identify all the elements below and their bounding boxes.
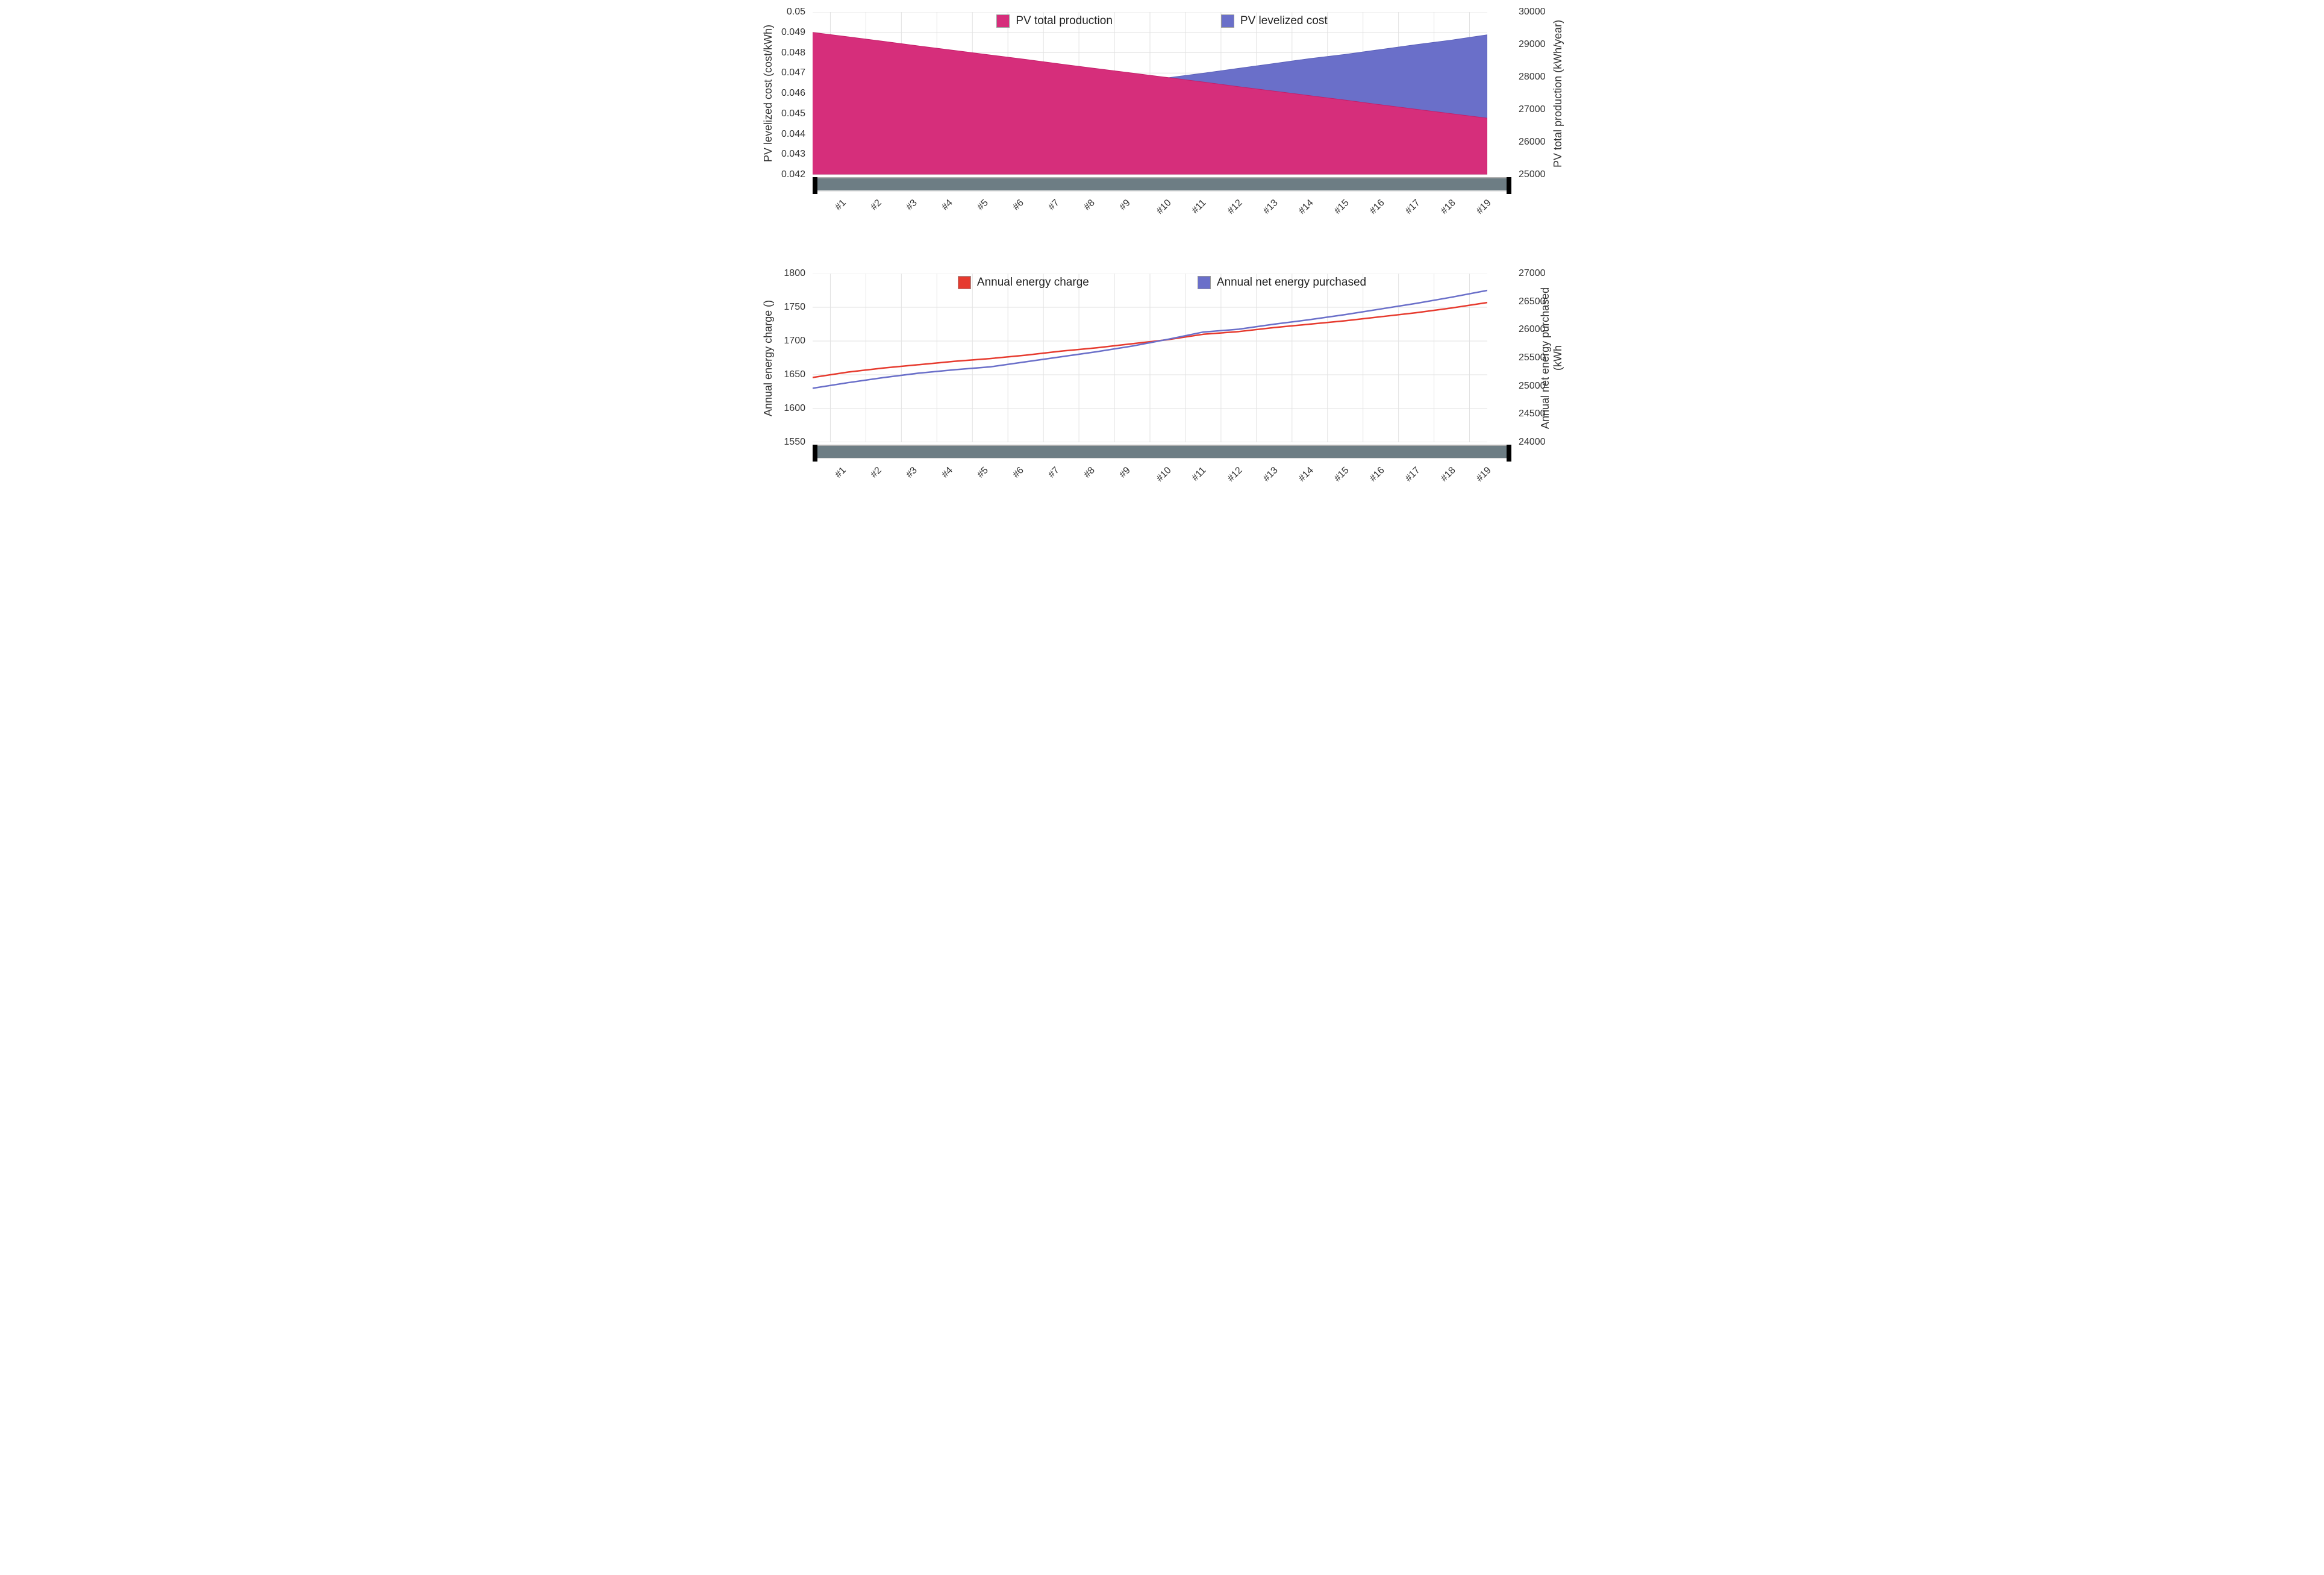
x-tick: #6 — [1011, 198, 1026, 213]
x-tick: #17 — [1403, 465, 1422, 484]
x-tick: #6 — [1011, 465, 1026, 480]
chart2-legend-item-1: Annual net energy purchased — [1198, 276, 1366, 289]
chart2-range-slider[interactable] — [813, 445, 1511, 459]
x-tick: #14 — [1297, 465, 1316, 484]
x-tick: #2 — [869, 465, 884, 480]
y-right-tick: 28000 — [1519, 72, 1546, 83]
chart1-y-right-label: PV total production (kWh/year) — [1552, 15, 1564, 172]
y-left-tick: 0.043 — [781, 149, 805, 160]
chart2-block: Annual energy charge Annual net energy p… — [758, 274, 1566, 493]
chart2-plot-svg — [813, 274, 1487, 442]
chart2-x-ticks: #1 #2 #3 #4 #5 #6 #7 #8 #9 #10 #11 #12 #13 #14 #15 #16 #… — [813, 463, 1487, 493]
x-tick: #15 — [1332, 465, 1352, 484]
x-tick: #12 — [1226, 198, 1245, 217]
chart1-legend-item-0: PV total production — [996, 14, 1113, 28]
x-tick: #8 — [1082, 198, 1097, 213]
y-left-tick: 1650 — [784, 369, 805, 380]
chart1-x-ticks: #1 #2 #3 #4 #5 #6 #7 #8 #9 #10 #11 #12 #13 #14 #15 #16 #… — [813, 195, 1487, 225]
chart1-legend-label-0: PV total production — [1016, 14, 1113, 28]
x-tick: #14 — [1297, 198, 1316, 217]
x-tick: #4 — [940, 465, 955, 480]
x-tick: #3 — [905, 465, 920, 480]
x-tick: #18 — [1438, 465, 1458, 484]
y-left-tick: 1750 — [784, 302, 805, 313]
chart2-legend-label-1: Annual net energy purchased — [1217, 276, 1366, 289]
x-tick: #5 — [975, 198, 990, 213]
chart2-slider-handle-right[interactable] — [1507, 445, 1511, 462]
chart1-plot-wrap: 0.0420.0430.0440.0450.0460.0470.0480.049… — [813, 12, 1511, 225]
x-tick: #10 — [1155, 198, 1174, 217]
x-tick: #9 — [1117, 198, 1132, 213]
y-left-tick: 1700 — [784, 336, 805, 346]
y-right-tick: 25000 — [1519, 169, 1546, 180]
y-right-tick: 26000 — [1519, 324, 1546, 335]
chart2-legend-swatch-1 — [1198, 276, 1211, 289]
x-tick: #10 — [1155, 465, 1174, 484]
y-right-tick: 25000 — [1519, 381, 1546, 392]
x-tick: #16 — [1367, 465, 1387, 484]
x-tick: #1 — [834, 198, 849, 213]
chart1-slider-handle-right[interactable] — [1507, 177, 1511, 194]
y-left-tick: 0.049 — [781, 27, 805, 38]
chart2-y-left-label: Annual energy charge () — [762, 286, 775, 430]
chart1-block: PV total production PV levelized cost PV… — [758, 12, 1566, 225]
x-tick: #2 — [869, 198, 884, 213]
chart1-legend: PV total production PV levelized cost — [758, 14, 1566, 28]
chart2-slider-handle-left[interactable] — [813, 445, 817, 462]
x-tick: #13 — [1261, 465, 1281, 484]
chart1-plot-svg — [813, 12, 1487, 175]
x-tick: #8 — [1082, 465, 1097, 480]
chart2-legend-item-0: Annual energy charge — [958, 276, 1089, 289]
x-tick: #16 — [1367, 198, 1387, 217]
x-tick: #9 — [1117, 465, 1132, 480]
y-left-tick: 1600 — [784, 403, 805, 414]
y-right-tick: 27000 — [1519, 104, 1546, 115]
y-left-tick: 0.045 — [781, 108, 805, 119]
y-left-tick: 0.042 — [781, 169, 805, 180]
x-tick: #17 — [1403, 198, 1422, 217]
y-right-tick: 26000 — [1519, 137, 1546, 148]
chart2-legend-swatch-0 — [958, 276, 971, 289]
chart1-y-left-label: PV levelized cost (cost/kWh) — [762, 21, 775, 166]
y-right-tick: 24500 — [1519, 409, 1546, 419]
y-left-tick: 0.046 — [781, 88, 805, 99]
x-tick: #19 — [1474, 198, 1493, 217]
x-tick: #4 — [940, 198, 955, 213]
x-tick: #1 — [834, 465, 849, 480]
chart1-legend-swatch-0 — [996, 14, 1010, 28]
chart1-slider-handle-left[interactable] — [813, 177, 817, 194]
x-tick: #5 — [975, 465, 990, 480]
x-tick: #11 — [1190, 465, 1208, 484]
y-left-tick: 0.047 — [781, 67, 805, 78]
y-left-tick: 0.048 — [781, 48, 805, 58]
page-root: PV total production PV levelized cost PV… — [746, 0, 1578, 529]
y-left-tick: 1550 — [784, 437, 805, 448]
y-left-tick: 0.044 — [781, 129, 805, 140]
x-tick: #12 — [1226, 465, 1245, 484]
y-right-tick: 24000 — [1519, 437, 1546, 448]
y-right-tick: 25500 — [1519, 352, 1546, 363]
chart1-range-slider[interactable] — [813, 177, 1511, 192]
x-tick: #7 — [1046, 198, 1061, 213]
chart1-legend-item-1: PV levelized cost — [1221, 14, 1328, 28]
x-tick: #13 — [1261, 198, 1281, 217]
x-tick: #11 — [1190, 198, 1208, 216]
chart2-legend: Annual energy charge Annual net energy p… — [758, 276, 1566, 289]
chart1-legend-swatch-1 — [1221, 14, 1234, 28]
x-tick: #3 — [905, 198, 920, 213]
y-right-tick: 29000 — [1519, 39, 1546, 50]
x-tick: #18 — [1438, 198, 1458, 217]
chart2-legend-label-0: Annual energy charge — [977, 276, 1089, 289]
chart1-legend-label-1: PV levelized cost — [1240, 14, 1328, 28]
chart2-plot-wrap: 155016001650170017501800 240002450025000… — [813, 274, 1511, 493]
x-tick: #15 — [1332, 198, 1352, 217]
y-right-tick: 26500 — [1519, 296, 1546, 307]
x-tick: #19 — [1474, 465, 1493, 484]
x-tick: #7 — [1046, 465, 1061, 480]
